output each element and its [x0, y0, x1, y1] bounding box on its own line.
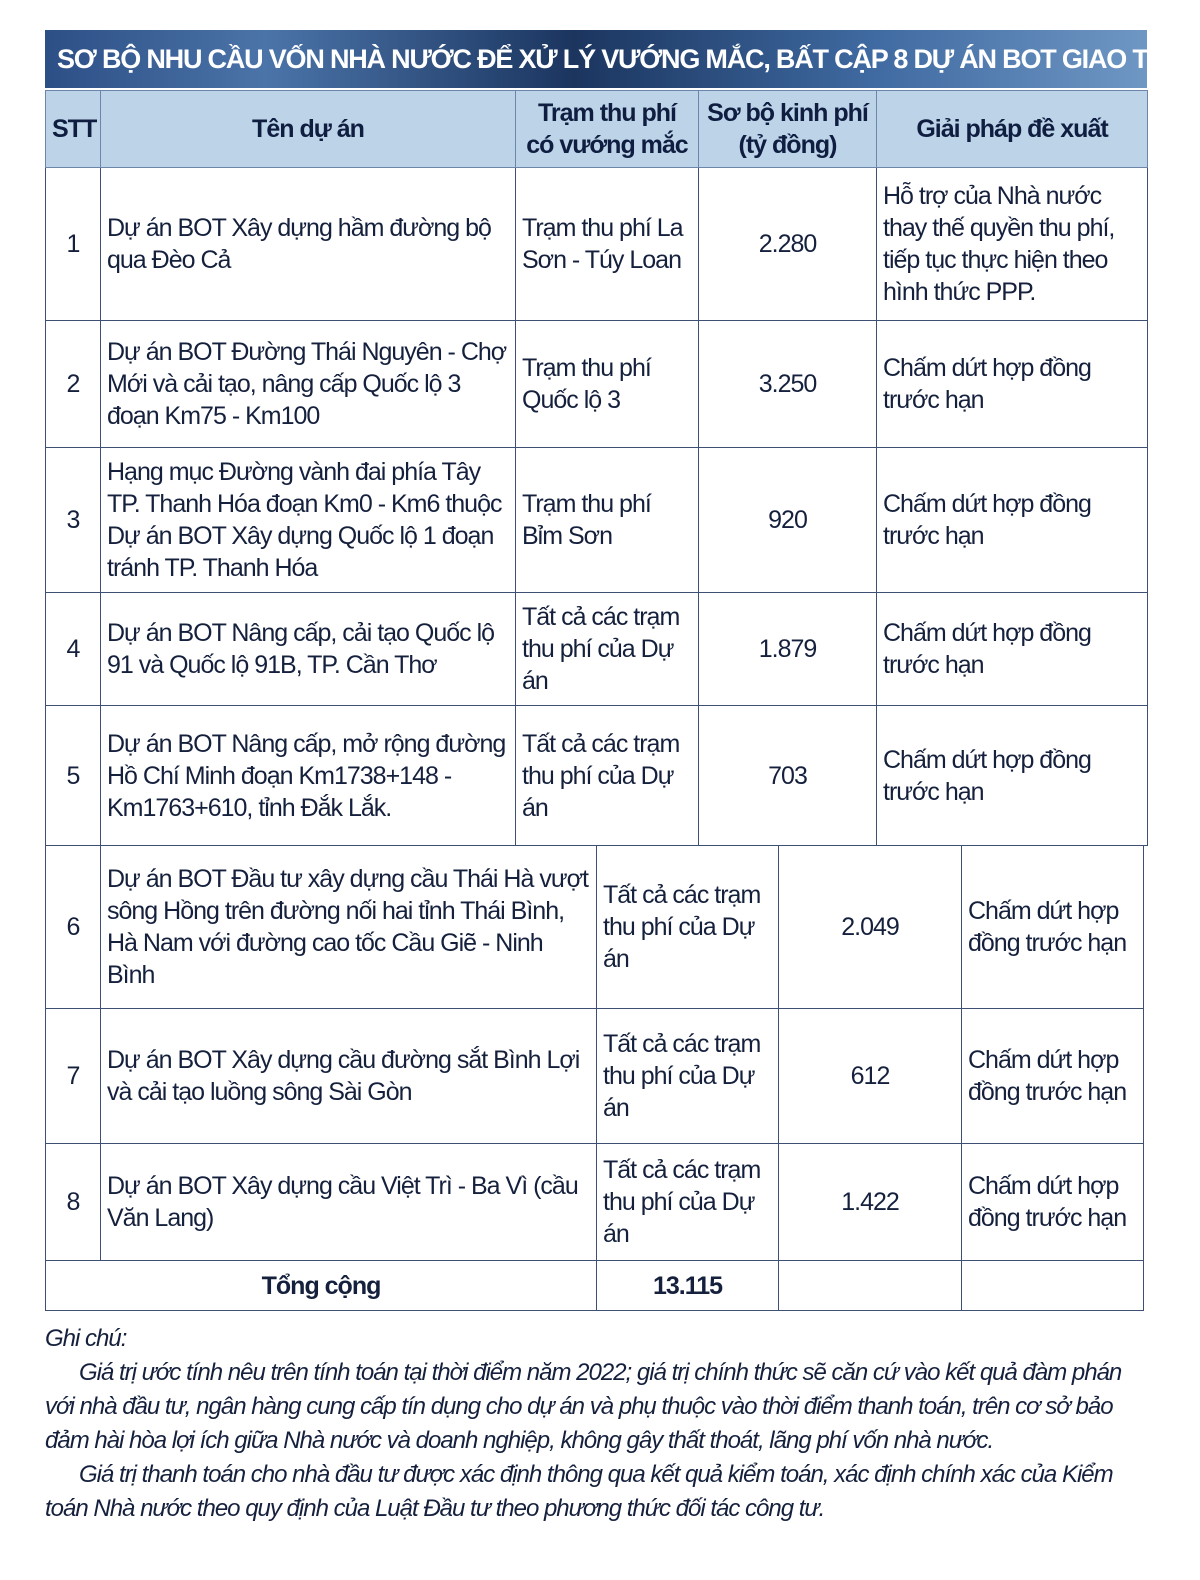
table-row: 6 Dự án BOT Đầu tư xây dựng cầu Thái Hà v… [45, 845, 1144, 1009]
notes-heading: Ghi chú: [45, 1325, 127, 1352]
cost-cell: 703 [698, 705, 877, 846]
total-value: 13.115 [596, 1260, 779, 1311]
stt-cell: 2 [45, 320, 101, 448]
stt-cell: 8 [45, 1143, 101, 1261]
project-name-cell: Dự án BOT Nâng cấp, mở rộng đường Hồ Chí… [100, 705, 516, 846]
project-name-cell: Dự án BOT Xây dựng cầu đường sắt Bình Lợ… [100, 1008, 597, 1144]
header-station: Trạm thu phí có vướng mắc [515, 90, 699, 168]
stt-cell: 5 [45, 705, 101, 846]
total-label: Tổng cộng [45, 1260, 597, 1311]
total-empty-cell [961, 1260, 1144, 1311]
solution-cell: Hỗ trợ của Nhà nước thay thế quyền thu p… [876, 167, 1148, 321]
notes-paragraph-1: Giá trị ước tính nêu trên tính toán tại … [45, 1359, 1122, 1454]
solution-cell: Chấm dứt hợp đồng trước hạn [961, 845, 1144, 1009]
header-row: STT Tên dự án Trạm thu phí có vướng mắc … [45, 90, 1148, 168]
cost-cell: 2.049 [778, 845, 962, 1009]
header-stt: STT [45, 90, 101, 168]
cost-cell: 1.879 [698, 592, 877, 706]
station-cell: Trạm thu phí La Sơn - Túy Loan [515, 167, 699, 321]
project-name-cell: Dự án BOT Nâng cấp, cải tạo Quốc lộ 91 v… [100, 592, 516, 706]
solution-cell: Chấm dứt hợp đồng trước hạn [876, 705, 1148, 846]
stt-cell: 3 [45, 447, 101, 593]
station-cell: Trạm thu phí Quốc lộ 3 [515, 320, 699, 448]
solution-cell: Chấm dứt hợp đồng trước hạn [961, 1008, 1144, 1144]
cost-cell: 1.422 [778, 1143, 962, 1261]
total-row: Tổng cộng 13.115 [45, 1260, 1144, 1311]
table-row: 8 Dự án BOT Xây dựng cầu Việt Trì - Ba Vì… [45, 1143, 1144, 1261]
solution-cell: Chấm dứt hợp đồng trước hạn [876, 320, 1148, 448]
station-cell: Tất cả các trạm thu phí của Dự án [515, 592, 699, 706]
station-cell: Tất cả các trạm thu phí của Dự án [515, 705, 699, 846]
table-row: 7 Dự án BOT Xây dựng cầu đường sắt Bình L… [45, 1008, 1144, 1144]
stt-cell: 4 [45, 592, 101, 706]
project-name-cell: Hạng mục Đường vành đai phía Tây TP. Tha… [100, 447, 516, 593]
project-name-cell: Dự án BOT Đầu tư xây dựng cầu Thái Hà vư… [100, 845, 597, 1009]
notes: Ghi chú: Giá trị ước tính nêu trên tính … [45, 1322, 1155, 1526]
header-name: Tên dự án [100, 90, 516, 168]
header-solution: Giải pháp đề xuất [876, 90, 1148, 168]
project-name-cell: Dự án BOT Xây dựng hầm đường bộ qua Đèo … [100, 167, 516, 321]
table-row: 5 Dự án BOT Nâng cấp, mở rộng đường Hồ Ch… [45, 705, 1148, 846]
cost-cell: 3.250 [698, 320, 877, 448]
station-cell: Tất cả các trạm thu phí của Dự án [596, 1143, 779, 1261]
table-title: SƠ BỘ NHU CẦU VỐN NHÀ NƯỚC ĐỂ XỬ LÝ VƯỚN… [45, 30, 1200, 88]
cost-cell: 920 [698, 447, 877, 593]
solution-cell: Chấm dứt hợp đồng trước hạn [876, 447, 1148, 593]
station-cell: Trạm thu phí Bỉm Sơn [515, 447, 699, 593]
project-name-cell: Dự án BOT Xây dựng cầu Việt Trì - Ba Vì … [100, 1143, 597, 1261]
table-row: 1 Dự án BOT Xây dựng hầm đường bộ qua Đèo… [45, 167, 1148, 321]
cost-cell: 2.280 [698, 167, 877, 321]
table-row: 2 Dự án BOT Đường Thái Nguyên - Chợ Mới v… [45, 320, 1148, 448]
stt-cell: 6 [45, 845, 101, 1009]
table-row: 3 Hạng mục Đường vành đai phía Tây TP. Th… [45, 447, 1148, 593]
cost-cell: 612 [778, 1008, 962, 1144]
solution-cell: Chấm dứt hợp đồng trước hạn [961, 1143, 1144, 1261]
total-empty-cell [778, 1260, 962, 1311]
stt-cell: 1 [45, 167, 101, 321]
stt-cell: 7 [45, 1008, 101, 1144]
header-cost: Sơ bộ kinh phí (tỷ đồng) [698, 90, 877, 168]
project-name-cell: Dự án BOT Đường Thái Nguyên - Chợ Mới và… [100, 320, 516, 448]
projects-table-bottom: 6 Dự án BOT Đầu tư xây dựng cầu Thái Hà v… [45, 845, 1144, 1311]
station-cell: Tất cả các trạm thu phí của Dự án [596, 845, 779, 1009]
table-row: 4 Dự án BOT Nâng cấp, cải tạo Quốc lộ 91 … [45, 592, 1148, 706]
notes-paragraph-2: Giá trị thanh toán cho nhà đầu tư được x… [45, 1461, 1114, 1522]
solution-cell: Chấm dứt hợp đồng trước hạn [876, 592, 1148, 706]
station-cell: Tất cả các trạm thu phí của Dự án [596, 1008, 779, 1144]
projects-table-top: STT Tên dự án Trạm thu phí có vướng mắc … [45, 90, 1148, 846]
